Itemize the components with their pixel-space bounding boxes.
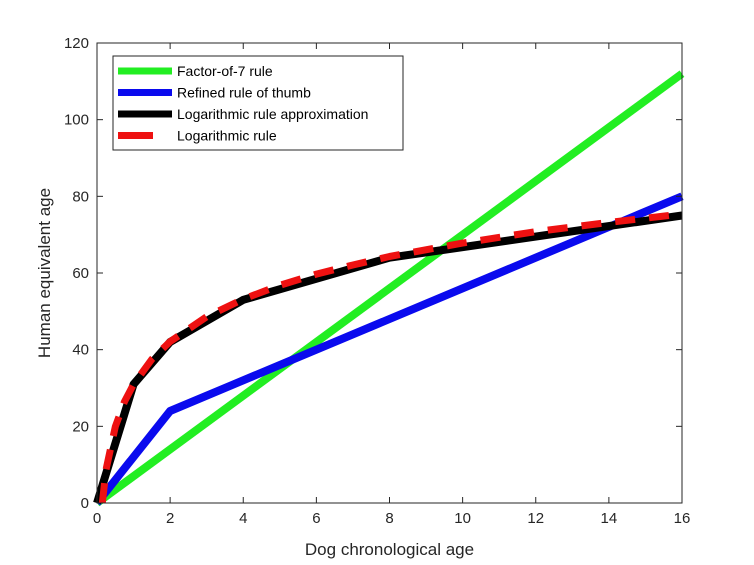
y-tick-label: 80 (72, 188, 89, 205)
y-tick-label: 60 (72, 265, 89, 282)
ticks-layer: 0 2 4 6 8 10 12 14 16 0 20 40 60 80 100 120 (64, 35, 690, 527)
x-tick-label: 0 (93, 510, 101, 527)
x-tick-label: 2 (166, 510, 174, 527)
x-tick-label: 4 (239, 510, 247, 527)
y-axis-label: Human equivalent age (35, 188, 54, 358)
legend-label-logarithmic-rule: Logarithmic rule (177, 128, 277, 144)
y-tick-label: 120 (64, 35, 89, 52)
x-tick-label: 14 (601, 510, 618, 527)
x-tick-label: 6 (312, 510, 320, 527)
x-tick-label: 8 (385, 510, 393, 527)
series-layer (93, 70, 685, 507)
legend: Factor-of-7 rule Refined rule of thumb Log… (112, 55, 404, 151)
x-tick-label: 10 (454, 510, 471, 527)
y-tick-label: 100 (64, 112, 89, 129)
legend-label-refined-rule-of-thumb: Refined rule of thumb (177, 85, 311, 101)
series-line-logarithmic-rule (98, 210, 683, 504)
x-tick-label: 16 (674, 510, 691, 527)
y-tick-label: 0 (81, 495, 89, 512)
y-tick-label: 40 (72, 342, 89, 359)
x-tick-label: 12 (527, 510, 544, 527)
series-line-refined-rule-of-thumb (93, 192, 684, 506)
legend-label-logarithmic-rule-approximation: Logarithmic rule approximation (177, 106, 368, 122)
series-line-factor-of-7-rule (94, 70, 685, 507)
x-axis-label: Dog chronological age (305, 540, 474, 559)
y-tick-label: 20 (72, 418, 89, 435)
legend-label-factor-of-7-rule: Factor-of-7 rule (177, 63, 273, 79)
